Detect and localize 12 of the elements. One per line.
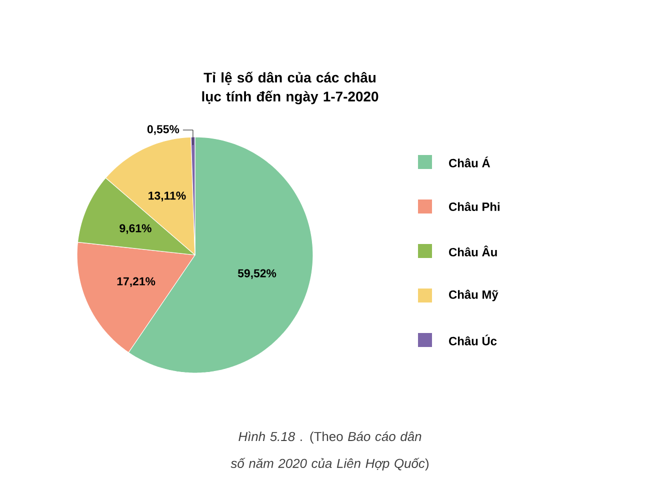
data-label: 17,21% [117,277,156,288]
text: Hình 5.18 . (Theo Báo cáo dân số năm 2020 của Liên Hợp Quốc) [230,431,429,471]
data-label: 59,52% [238,269,276,279]
legend-label: Châu Úc [449,334,497,346]
data-label: 0,55% [147,125,180,135]
legend-label: Châu Âu [449,246,497,256]
legend-label: Châu Phi [449,202,500,212]
legend-label: Châu Á [449,156,490,168]
legend-label: Châu Mỹ [449,290,498,302]
data-label: 13,11% [148,192,186,202]
data-label: 9,61% [120,224,152,234]
chart-title: Tỉ lệ số dân của các châu lục tính đến ngày 1-7-2020 [202,72,378,104]
